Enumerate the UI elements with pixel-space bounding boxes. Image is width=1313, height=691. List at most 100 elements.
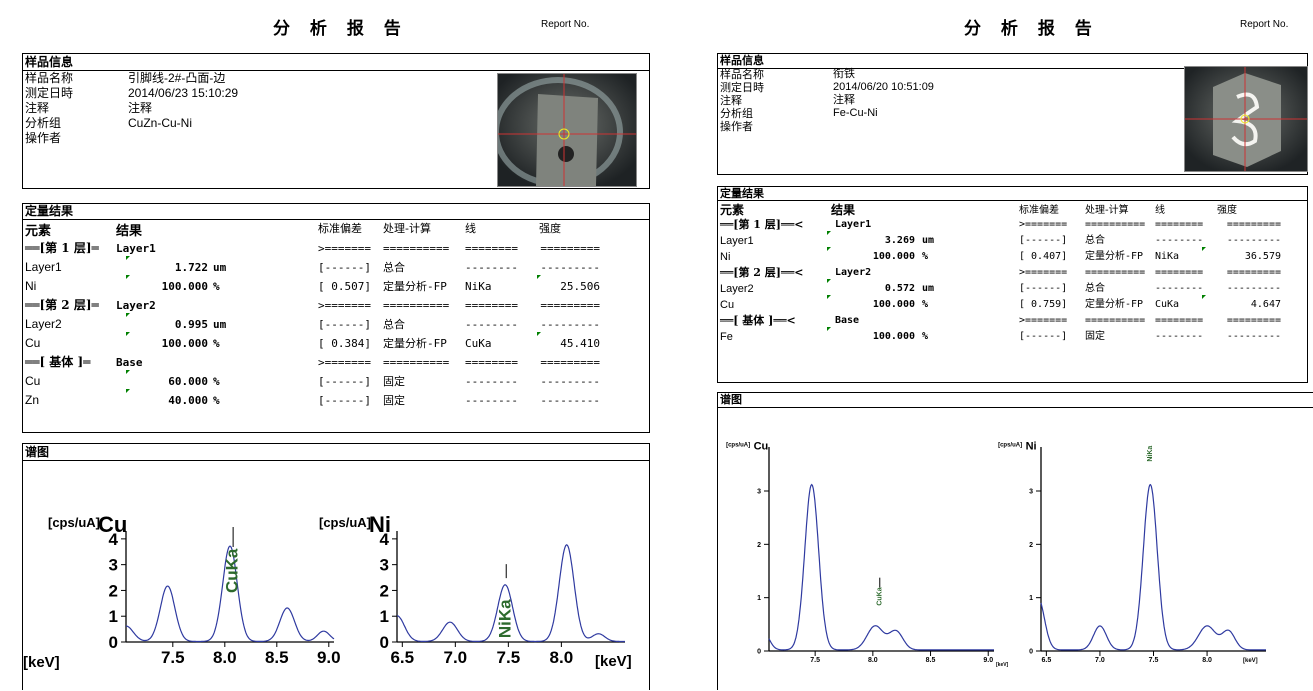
quant-results-panel: 定量结果 元素 结果 标准偏差 处理-计算 线 强度 ══[第 1 层]══< Layer1 >… [717, 186, 1308, 383]
line-name: ======== [1155, 219, 1204, 230]
line-name: -------- [1155, 331, 1204, 342]
element-label: Ni [369, 512, 391, 537]
flag-marker [827, 295, 831, 299]
section-label: ══[第 1 层]══< [720, 218, 804, 231]
line-name: ======== [465, 299, 518, 312]
process-calc: 固定 [1085, 331, 1105, 342]
col-header-intensity: 强度 [539, 222, 561, 235]
sample-info-panel: 样品信息 样品名称 衔铁 测定日時 2014/06/20 10:51:09 注释 注释 分析… [717, 53, 1308, 175]
x-tick-label: 8.0 [213, 648, 237, 667]
std-dev: [------] [318, 375, 371, 388]
info-row: 样品名称 衔铁 [720, 68, 855, 81]
process-calc: 总合 [383, 261, 405, 274]
spectrum-charts: [cps/uA] Cu 0 1 2 3 7.5 8.0 8.5 9.0 CuKa [keV] [cps/… [726, 440, 1266, 668]
col-header-element: 元素 [720, 203, 745, 217]
x-unit-label: [keV] [595, 653, 632, 670]
report-left: 分 析 报 告 Report No. 样品信息 样品名称 引脚线-2#-凸面-边测… [0, 0, 655, 690]
y-tick-label: 2 [757, 542, 761, 549]
flag-marker [126, 313, 130, 317]
y-tick-label: 0 [1029, 648, 1033, 655]
col-header-line: 线 [465, 222, 476, 235]
result-value: 100.000 [161, 280, 208, 293]
x-unit-label: [keV] [996, 662, 1009, 668]
info-label: 测定日時 [25, 86, 74, 100]
result-unit: um [213, 318, 227, 331]
x-tick-label: 8.0 [1202, 657, 1212, 664]
x-tick-label: 7.5 [810, 657, 820, 664]
element-name: Cu [25, 336, 41, 350]
flag-marker [1202, 247, 1206, 251]
result-unit: um [922, 283, 935, 294]
y-tick-label: 3 [109, 556, 118, 575]
intensity: ========= [540, 356, 600, 369]
y-tick-label: 3 [1029, 488, 1033, 495]
process-calc: 总合 [1085, 283, 1105, 294]
sample-photo [1184, 66, 1308, 172]
line-name: CuKa [1155, 299, 1180, 310]
result-value: 0.995 [174, 318, 208, 331]
result-unit: % [213, 394, 220, 407]
element-label: Ni [1026, 440, 1037, 452]
x-tick-label: 8.5 [265, 648, 289, 667]
y-tick-label: 2 [380, 581, 389, 600]
spectrum-line [768, 483, 994, 651]
process-calc: ========== [383, 299, 450, 312]
element-label: Cu [754, 440, 769, 452]
result-value: 40.000 [168, 394, 208, 407]
result-unit: % [213, 375, 220, 388]
process-calc: 总合 [1085, 235, 1105, 246]
y-tick-label: 4 [109, 530, 119, 549]
x-tick-label: 9.0 [983, 657, 993, 664]
x-tick-label: 8.5 [926, 657, 936, 664]
info-value: 引脚线-2#-凸面-边 [128, 71, 226, 85]
info-value: 2014/06/20 10:51:09 [833, 81, 934, 93]
process-calc: ========== [383, 242, 450, 255]
intensity: ========= [1226, 267, 1281, 278]
intensity: --------- [540, 261, 600, 274]
section-name: Base [835, 315, 860, 326]
result-value: 100.000 [872, 331, 915, 342]
result-unit: % [922, 331, 929, 342]
col-header-proc: 处理-计算 [383, 222, 431, 235]
quant-section-row: ══[ 基体 ]══< Base >======= ========== =======… [718, 313, 1307, 329]
process-calc: 固定 [383, 375, 405, 388]
x-tick-label: 6.5 [1041, 657, 1051, 664]
intensity: --------- [540, 375, 600, 388]
intensity: 36.579 [1244, 251, 1281, 262]
y-tick-label: 1 [757, 595, 761, 602]
line-name: -------- [465, 261, 518, 274]
col-header-intensity: 强度 [1217, 205, 1237, 216]
result-value: 60.000 [168, 375, 208, 388]
std-dev: [------] [318, 261, 371, 274]
std-dev: [ 0.407] [1019, 251, 1068, 262]
element-name: Zn [25, 393, 40, 407]
quant-section-row: ══[第 1 层]══< Layer1 >======= ========== ====… [718, 217, 1307, 233]
quant-data-row: Zn 40.000% [------] 固定 -------- --------- [23, 389, 649, 410]
result-value: 0.572 [884, 283, 915, 294]
result-unit: % [213, 280, 220, 293]
col-header-line: 线 [1155, 205, 1165, 216]
col-header-result: 结果 [116, 224, 143, 239]
std-dev: [------] [1019, 331, 1068, 342]
line-name: ======== [1155, 315, 1204, 326]
x-tick-label: 7.0 [1095, 657, 1105, 664]
flag-marker [1202, 295, 1206, 299]
x-tick-label: 6.5 [390, 648, 414, 667]
info-label: 样品名称 [25, 71, 74, 85]
sample-info-header: 样品信息 [718, 54, 1307, 69]
col-header-proc: 处理-计算 [1085, 205, 1129, 216]
info-label: 注释 [25, 101, 50, 115]
quant-data-row: Layer2 0.572 um [------] 总合 -------- --------- [718, 279, 1307, 297]
y-tick-label: 0 [380, 633, 389, 652]
process-calc: ========== [1085, 219, 1146, 230]
spectrum-line [1040, 483, 1266, 651]
line-name: -------- [1155, 283, 1204, 294]
info-value: 2014/06/23 15:10:29 [128, 86, 239, 100]
intensity: --------- [1226, 235, 1281, 246]
intensity: ========= [1226, 219, 1281, 230]
info-value: 衔铁 [833, 68, 855, 80]
col-header-std: 标准偏差 [1019, 205, 1059, 216]
intensity: ========= [540, 242, 600, 255]
quant-section-row: ══[ 基体 ]═ Base >======= ========== ======== =… [23, 353, 649, 372]
